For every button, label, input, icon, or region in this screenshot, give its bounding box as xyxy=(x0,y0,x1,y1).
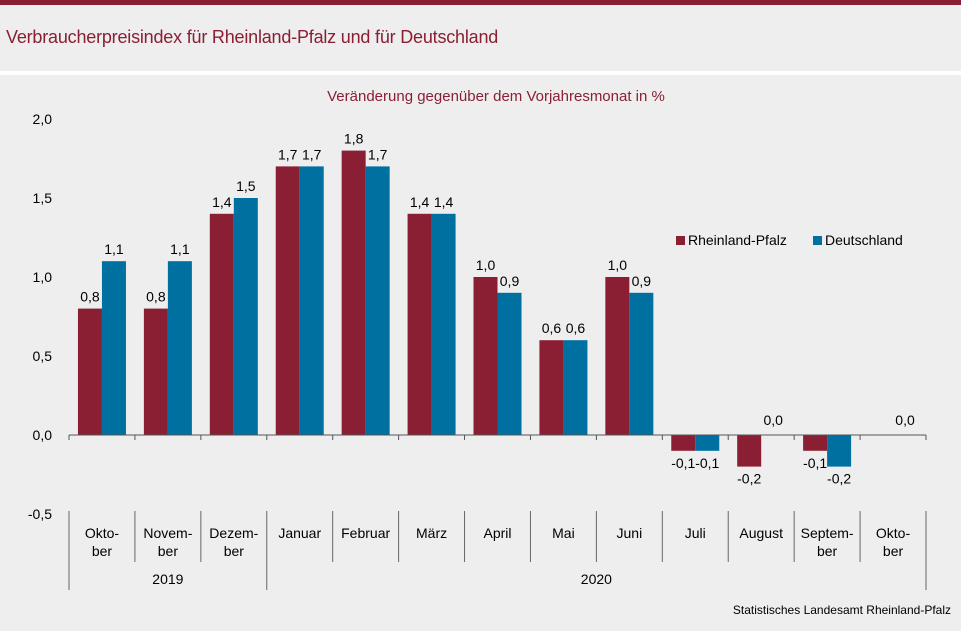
legend-label: Rheinland-Pfalz xyxy=(688,232,787,248)
top-accent-bar xyxy=(0,0,961,5)
bar-rheinland-pfalz xyxy=(737,435,762,467)
data-label: 1,4 xyxy=(410,194,430,210)
x-tick-label: Septem-ber xyxy=(801,525,854,559)
bar-rheinland-pfalz xyxy=(803,435,828,451)
data-label: 1,4 xyxy=(212,194,232,210)
data-label: -0,2 xyxy=(827,471,851,487)
y-tick-label: 1,0 xyxy=(33,269,53,285)
chart-subtitle: Veränderung gegenüber dem Vorjahresmonat… xyxy=(327,88,665,105)
bar-deutschland xyxy=(827,435,852,467)
data-label: 1,7 xyxy=(302,146,322,162)
bar-rheinland-pfalz xyxy=(341,150,366,435)
bar-rheinland-pfalz xyxy=(605,277,630,435)
year-label: 2020 xyxy=(581,571,612,587)
x-tick-label: Novem-ber xyxy=(143,525,192,559)
x-tick-label: April xyxy=(483,525,511,541)
x-tick-label: Okto-ber xyxy=(876,525,911,559)
data-label: -0,1 xyxy=(671,455,695,471)
data-label: -0,2 xyxy=(737,471,761,487)
bar-deutschland xyxy=(101,261,126,435)
legend-item-deutschland: Deutschland xyxy=(813,232,903,248)
legend: Rheinland-Pfalz Deutschland xyxy=(676,232,903,248)
x-tick-label: März xyxy=(416,525,447,541)
data-label: 0,9 xyxy=(500,273,520,289)
y-tick-label: -0,5 xyxy=(28,506,52,522)
data-label: 1,7 xyxy=(368,146,388,162)
bar-rheinland-pfalz xyxy=(539,340,564,435)
x-tick-label: August xyxy=(739,525,783,541)
data-label: 0,0 xyxy=(763,412,783,428)
x-tick-label: Juli xyxy=(685,525,706,541)
y-tick-label: 0,5 xyxy=(33,348,53,364)
data-label: 1,1 xyxy=(104,241,124,257)
x-tick-label: Januar xyxy=(278,525,321,541)
x-tick-label: Juni xyxy=(617,525,643,541)
legend-item-rheinland-pfalz: Rheinland-Pfalz xyxy=(676,232,787,248)
page-title: Verbraucherpreisindex für Rheinland-Pfal… xyxy=(6,27,499,47)
bar-deutschland xyxy=(365,166,390,435)
data-label: 0,6 xyxy=(542,320,562,336)
y-axis: -0,5 0,0 0,5 1,0 1,5 2,0 xyxy=(28,111,52,522)
bar-deutschland xyxy=(497,292,522,435)
bar-labels: 0,8 0,81,41,71,81,41,00,61,0-0,1-0,2-0,11… xyxy=(80,131,915,487)
data-label: 1,4 xyxy=(434,194,454,210)
data-label: 1,5 xyxy=(236,178,256,194)
x-tick-label: Februar xyxy=(341,525,390,541)
bar-deutschland xyxy=(167,261,192,435)
y-tick-label: 1,5 xyxy=(33,190,53,206)
bar-deutschland xyxy=(629,292,654,435)
data-label: 1,8 xyxy=(344,131,364,147)
x-tick-label: Mai xyxy=(552,525,575,541)
bar-deutschland xyxy=(695,435,720,451)
legend-label: Deutschland xyxy=(825,232,903,248)
x-axis: Okto-ber Novem-ber Dezem-ber Januar Februar M… xyxy=(68,434,927,590)
x-tick-label: Dezem-ber xyxy=(209,525,258,559)
bar-rheinland-pfalz xyxy=(143,308,168,435)
data-label: 0,8 xyxy=(80,289,100,305)
bar-deutschland xyxy=(299,166,324,435)
y-tick-label: 2,0 xyxy=(33,111,53,127)
bar-rheinland-pfalz xyxy=(407,213,432,435)
data-label: 1,0 xyxy=(476,257,496,273)
bar-deutschland xyxy=(233,198,258,435)
bar-rheinland-pfalz xyxy=(77,308,102,435)
bar-rheinland-pfalz xyxy=(275,166,300,435)
y-tick-label: 0,0 xyxy=(33,427,53,443)
bar-rheinland-pfalz xyxy=(473,277,498,435)
bar-rheinland-pfalz xyxy=(209,213,234,435)
data-label: -0,1 xyxy=(695,455,719,471)
data-label: 1,1 xyxy=(170,241,190,257)
data-label: 0,9 xyxy=(632,273,652,289)
legend-swatch xyxy=(676,236,685,245)
data-label: -0,1 xyxy=(803,455,827,471)
x-tick-label: Okto-ber xyxy=(85,525,120,559)
bar-rheinland-pfalz xyxy=(671,435,696,451)
data-label: 1,7 xyxy=(278,146,298,162)
data-label: 0,6 xyxy=(566,320,586,336)
bar-deutschland xyxy=(563,340,588,435)
bar-deutschland xyxy=(431,213,456,435)
header-divider xyxy=(0,71,961,75)
legend-swatch xyxy=(813,236,822,245)
bars xyxy=(77,150,852,467)
year-label: 2019 xyxy=(152,571,183,587)
data-label: 1,0 xyxy=(608,257,628,273)
source-note: Statistisches Landesamt Rheinland-Pfalz xyxy=(732,603,951,617)
data-label: 0,0 xyxy=(895,412,915,428)
data-label: 0,8 xyxy=(146,289,166,305)
